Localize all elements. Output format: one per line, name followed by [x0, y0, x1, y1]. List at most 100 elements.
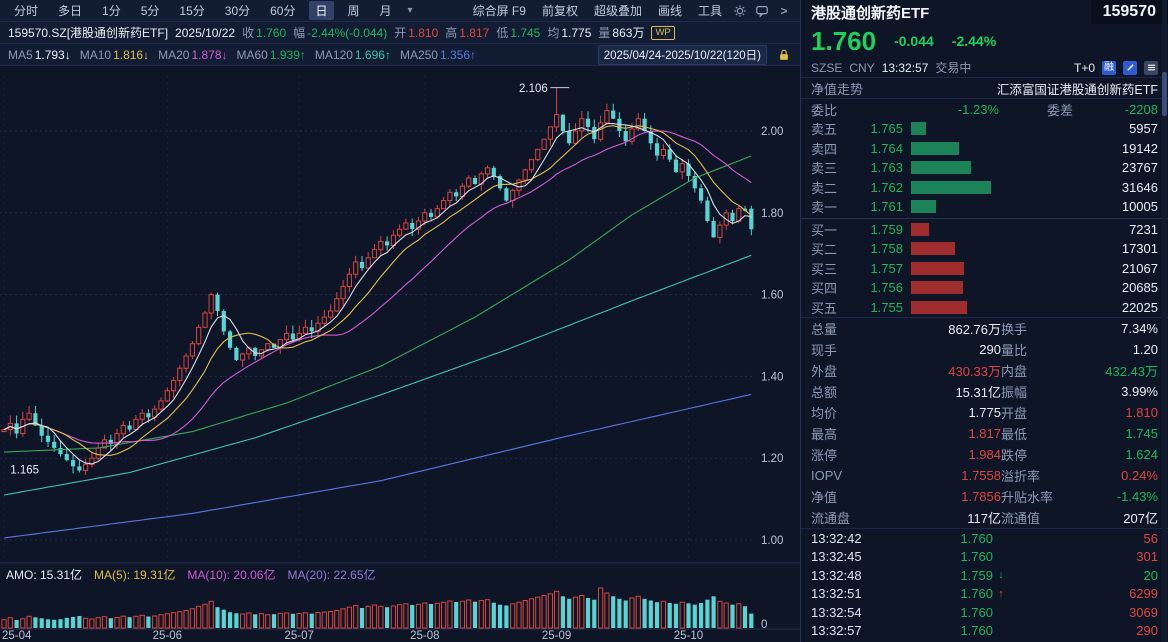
- book-price[interactable]: 1.762: [870, 179, 903, 195]
- book-price[interactable]: 1.759: [870, 221, 903, 237]
- book-price[interactable]: 1.765: [870, 121, 903, 137]
- nav-trend-tab[interactable]: 净值走势: [811, 81, 864, 97]
- toolbar-action-综合屏F9[interactable]: 综合屏 F9: [472, 4, 526, 18]
- quote-field-value: 1.817: [459, 26, 490, 40]
- tick-time: 13:32:57: [811, 623, 862, 639]
- period-tab-周[interactable]: 周: [347, 4, 360, 18]
- stat-value: 1.810: [1125, 405, 1158, 420]
- book-volume: 21067: [1121, 260, 1158, 276]
- svg-text:1.00: 1.00: [761, 535, 783, 547]
- stat-value: 15.31亿: [955, 385, 1001, 400]
- quote-field-value: 1.775: [561, 26, 592, 40]
- book-price[interactable]: 1.764: [870, 140, 903, 156]
- bid-row[interactable]: 买二 1.758 17301: [801, 239, 1168, 259]
- stat-value: 1.745: [1125, 426, 1158, 441]
- book-price[interactable]: 1.761: [870, 199, 903, 215]
- period-tab-月[interactable]: 月: [379, 4, 392, 18]
- tick-volume: 3069: [1129, 604, 1158, 620]
- weibi-row: 委比 -1.23% 委差 -2208: [801, 99, 1168, 119]
- svg-text:25-10: 25-10: [674, 630, 703, 642]
- depth-bar: [911, 261, 1094, 275]
- period-tab-30分[interactable]: 30分: [224, 4, 251, 18]
- bid-row[interactable]: 买五 1.755 22025: [801, 298, 1168, 318]
- book-price[interactable]: 1.756: [870, 280, 903, 296]
- tplus-label: T+0: [1073, 60, 1095, 75]
- book-volume: 7231: [1129, 221, 1158, 237]
- candlestick-chart[interactable]: 2.00 1.80 1.60 1.40 1.20 1.00 25-04 25-06 25-07 2…: [0, 66, 800, 642]
- period-tab-60分[interactable]: 60分: [270, 4, 296, 18]
- scrollbar-thumb[interactable]: [1162, 72, 1167, 116]
- ma-legend-MA20: MA20 1.878↓: [158, 48, 227, 62]
- ma-legend-bar: MA5 1.793↓ MA10 1.816↓ MA20 1.878↓ MA60 1.939↑ M…: [0, 44, 800, 66]
- weibi-label: 委比: [811, 102, 838, 118]
- stat-label: 量比: [1001, 343, 1028, 358]
- stat-value: 207亿: [1123, 511, 1158, 526]
- svg-text:2.00: 2.00: [761, 126, 783, 138]
- ask-row[interactable]: 卖一 1.761 10005: [801, 197, 1168, 217]
- period-tab-1分[interactable]: 1分: [102, 4, 121, 18]
- amo-indicator-row: AMO: 15.31亿 MA(5): 19.31亿 MA(10): 20.06亿 MA…: [6, 566, 376, 583]
- weicha-value: -2208: [1124, 101, 1158, 117]
- bid-row[interactable]: 买四 1.756 20685: [801, 278, 1168, 298]
- bid-row[interactable]: 买三 1.757 21067: [801, 259, 1168, 279]
- stat-label: 净值: [811, 490, 838, 505]
- book-volume: 19142: [1121, 140, 1158, 156]
- ask-row[interactable]: 卖二 1.762 31646: [801, 178, 1168, 198]
- message-icon[interactable]: [754, 3, 770, 19]
- period-tab-日[interactable]: 日: [309, 1, 334, 20]
- svg-text:1.165: 1.165: [10, 464, 39, 476]
- period-tab-分时[interactable]: 分时: [14, 4, 39, 18]
- lock-icon[interactable]: [776, 47, 792, 63]
- quote-field-低: 低 1.745: [496, 24, 540, 41]
- depth-bar-fill: [911, 300, 967, 314]
- period-tab-多日[interactable]: 多日: [58, 4, 83, 18]
- ask-row[interactable]: 卖四 1.764 19142: [801, 139, 1168, 159]
- edit-icon[interactable]: [1123, 60, 1137, 75]
- tick-direction-arrow-icon: ↓: [998, 569, 1004, 582]
- book-level-label: 卖四: [811, 141, 838, 157]
- list-icon[interactable]: [1144, 60, 1158, 75]
- depth-bar: [911, 242, 1094, 256]
- ask-row[interactable]: 卖三 1.763 23767: [801, 158, 1168, 178]
- toolbar-action-画线[interactable]: 画线: [657, 4, 682, 18]
- quote-field-开: 开 1.810: [394, 24, 438, 41]
- candlestick-chart-canvas[interactable]: 2.00 1.80 1.60 1.40 1.20 1.00 25-04 25-06 25-07 2…: [0, 66, 800, 642]
- period-toolbar: 分时 多日 1分 5分 15分 30分 60分日周 月 ▾ 综合屏 F9 前复权 超级叠加 画线 工具: [0, 0, 800, 22]
- stat-value: 1.817: [968, 426, 1001, 441]
- stats-grid: 总量 862.76万 换手 7.34% 现手 290 量比 1.20 外盘 430.33万 内盘 43…: [801, 317, 1168, 529]
- quote-field-value: 1.760: [256, 26, 287, 40]
- tick-time: 13:32:48: [811, 567, 862, 583]
- book-price[interactable]: 1.757: [870, 260, 903, 276]
- ask-row[interactable]: 卖五 1.765 5957: [801, 119, 1168, 139]
- stat-label: 流通盘: [811, 511, 851, 526]
- depth-bar: [911, 141, 1094, 155]
- stat-value: 862.76万: [948, 322, 1001, 337]
- quote-field-label: 开: [394, 26, 407, 40]
- tick-price: 1.759: [960, 567, 993, 583]
- panel-header: 港股通创新药ETF 159570: [801, 0, 1168, 24]
- collapse-chevron-icon[interactable]: >: [780, 3, 788, 18]
- tick-row: 13:32:45 1.760 301: [801, 548, 1168, 567]
- toolbar-action-超级叠加[interactable]: 超级叠加: [593, 4, 642, 18]
- toolbar-action-工具[interactable]: 工具: [697, 4, 722, 18]
- quote-date: 2025/10/22: [175, 25, 236, 40]
- toolbar-action-前复权[interactable]: 前复权: [541, 4, 578, 18]
- svg-text:25-06: 25-06: [153, 630, 182, 642]
- book-price[interactable]: 1.763: [870, 160, 903, 176]
- stat-row: 最高 1.817 最低 1.745: [801, 423, 1168, 444]
- stat-label: 总量: [811, 322, 838, 337]
- svg-text:25-07: 25-07: [284, 630, 313, 642]
- book-price[interactable]: 1.755: [870, 299, 903, 315]
- period-tab-5分[interactable]: 5分: [140, 4, 160, 18]
- market-info-row: SZSE CNY 13:32:57 交易中 T+0 融: [801, 58, 1168, 78]
- settings-gear-icon[interactable]: [732, 3, 748, 19]
- bid-row[interactable]: 买一 1.759 7231: [801, 220, 1168, 240]
- stat-row: 均价 1.775 开盘 1.810: [801, 402, 1168, 423]
- depth-bar-fill: [911, 222, 929, 236]
- tick-volume: 20: [1143, 567, 1158, 583]
- scrollbar[interactable]: [1162, 0, 1167, 642]
- book-price[interactable]: 1.758: [870, 241, 903, 257]
- stat-value: 1.775: [968, 405, 1001, 420]
- period-tab-15分[interactable]: 15分: [179, 4, 205, 18]
- period-more-dropdown-icon[interactable]: ▾: [407, 5, 413, 16]
